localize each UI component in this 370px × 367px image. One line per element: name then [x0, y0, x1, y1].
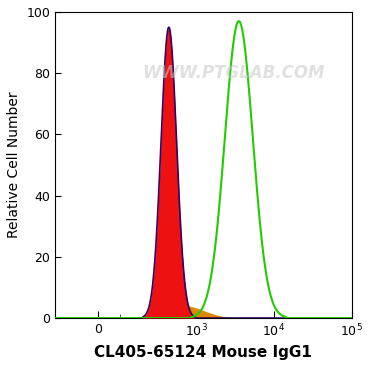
- Y-axis label: Relative Cell Number: Relative Cell Number: [7, 92, 21, 238]
- X-axis label: CL405-65124 Mouse IgG1: CL405-65124 Mouse IgG1: [94, 345, 312, 360]
- Text: WWW.PTGLAB.COM: WWW.PTGLAB.COM: [142, 64, 324, 82]
